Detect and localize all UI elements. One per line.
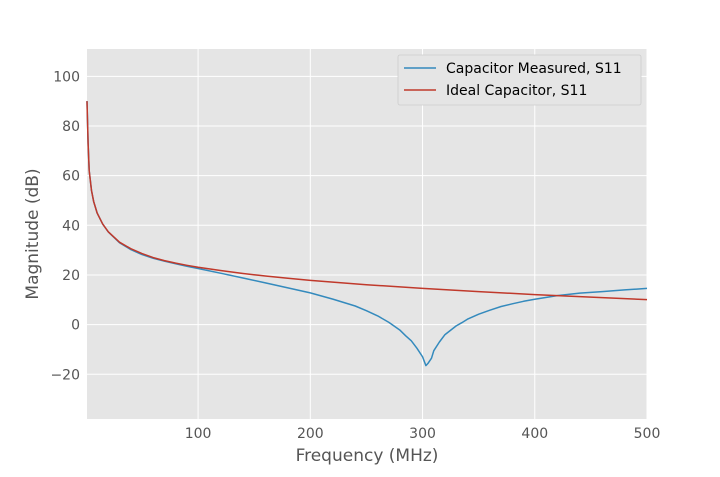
x-tick-label: 400 [521, 426, 548, 442]
y-tick-label: 20 [62, 268, 80, 284]
y-tick-label: 60 [62, 169, 80, 185]
x-tick-label: 100 [185, 426, 212, 442]
x-axis-label: Frequency (MHz) [296, 446, 439, 466]
y-tick-label: 100 [53, 69, 80, 85]
series-line-ideal-capacitor [86, 101, 648, 301]
series-lines [86, 101, 648, 367]
x-tick-label: 300 [409, 426, 436, 442]
legend: Capacitor Measured, S11 Ideal Capacitor,… [397, 54, 642, 106]
legend-box [397, 54, 642, 106]
y-axis-label: Magnitude (dB) [23, 168, 43, 299]
legend-label-measured: Capacitor Measured, S11 [446, 61, 622, 77]
legend-label-ideal: Ideal Capacitor, S11 [446, 83, 587, 99]
plot-background [87, 49, 647, 419]
tick-labels: 100 200 300 400 500 −20 0 20 40 60 80 100 [50, 69, 660, 442]
x-tick-label: 200 [297, 426, 324, 442]
y-tick-label: 0 [71, 318, 80, 334]
grid-lines [87, 49, 648, 419]
y-tick-label: −20 [50, 367, 80, 383]
y-tick-label: 40 [62, 218, 80, 234]
x-tick-label: 500 [634, 426, 661, 442]
y-tick-label: 80 [62, 119, 80, 135]
